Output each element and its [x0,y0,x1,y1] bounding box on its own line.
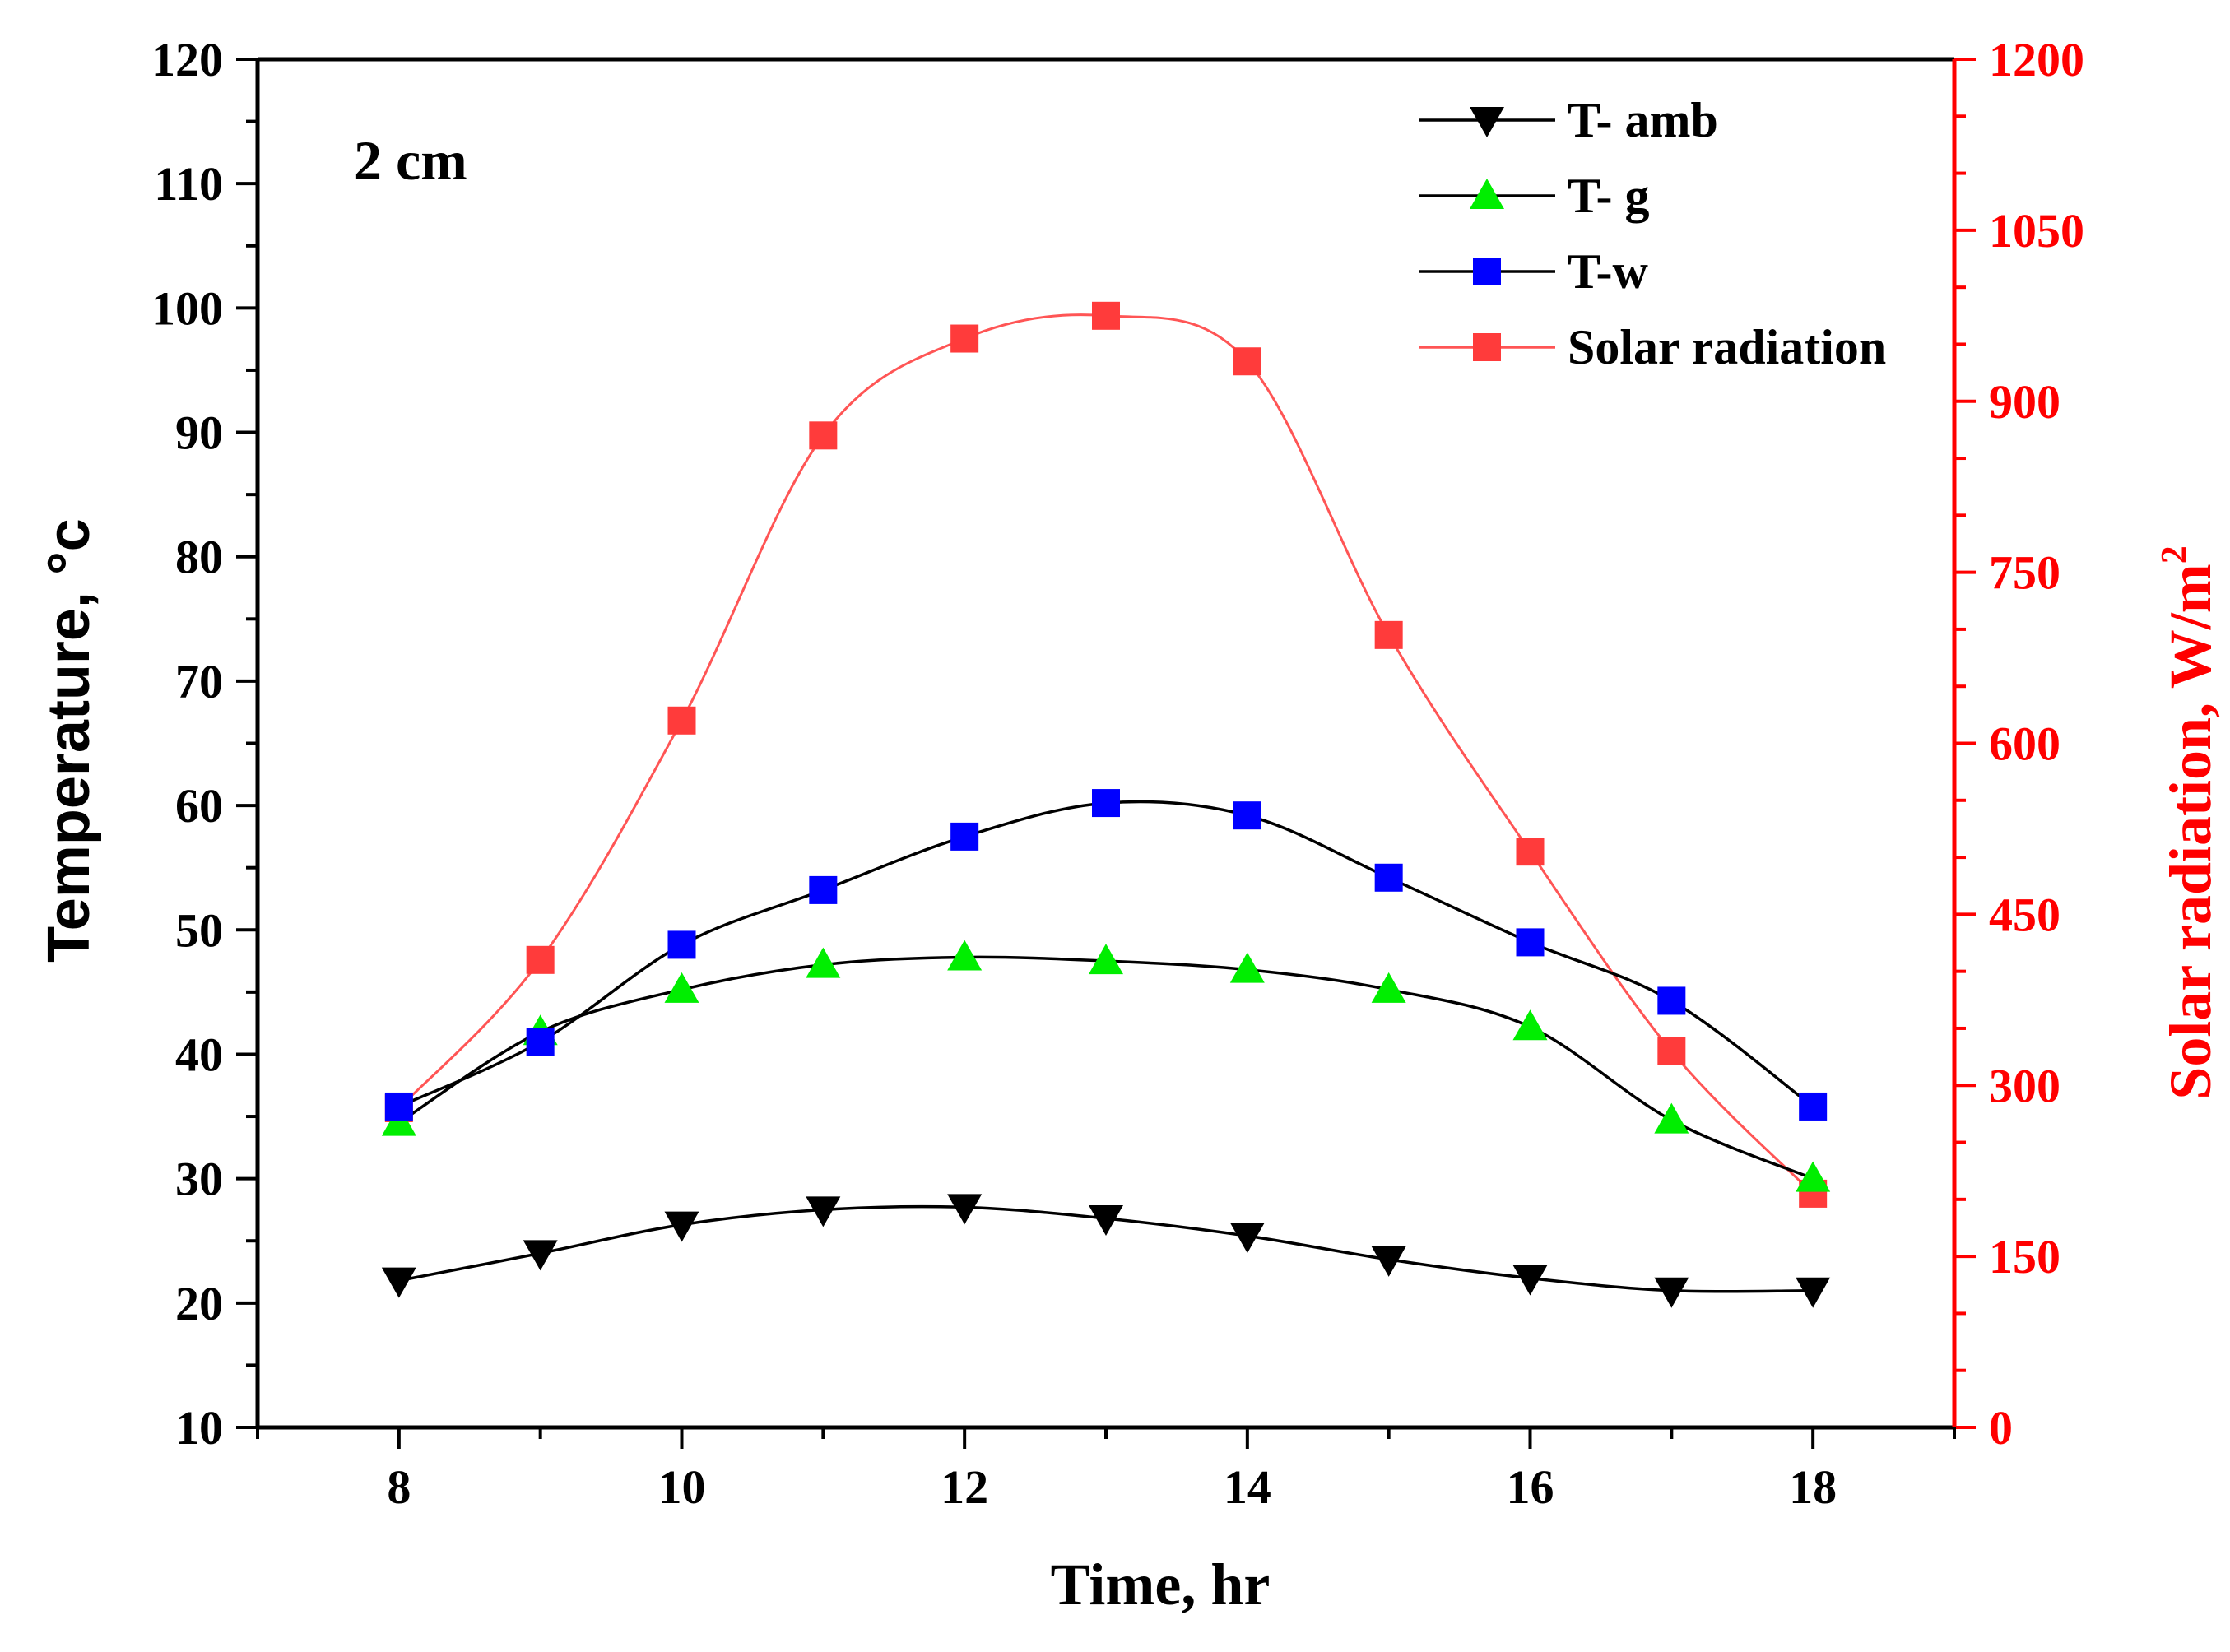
data-point-t-g [1512,1009,1548,1041]
data-point-t-w [526,1028,555,1056]
series-t-amb [381,1194,1831,1308]
legend-item-t-amb: T- amb [1419,93,1718,147]
left-tick-label: 90 [175,406,223,460]
y-axis-title-left: Temperature, °c [36,518,102,963]
data-point-solar-radiation [1374,620,1403,649]
data-point-t-w [1374,863,1403,892]
data-point-t-w [1657,986,1686,1015]
data-point-t-w [1233,801,1261,830]
data-point-t-amb [1796,1277,1831,1308]
right-tick-label: 150 [1989,1230,2060,1283]
data-point-t-g [1089,944,1123,975]
data-point-t-w [809,875,838,904]
legend-item-t-w: T-w [1419,244,1648,299]
series-line-solar-radiation [397,313,1814,1195]
data-point-t-w [1799,1092,1828,1121]
data-point-t-w [1092,789,1120,818]
x-tick-label: 12 [941,1460,988,1514]
left-tick-label: 80 [175,531,223,584]
right-tick-label: 600 [1989,717,2060,771]
right-tick-label: 900 [1989,375,2060,429]
data-point-solar-radiation [667,706,696,735]
data-point-t-w [667,930,696,959]
x-tick-label: 14 [1224,1460,1271,1514]
right-tick-label: 0 [1989,1401,2013,1455]
legend-label-t-w: T-w [1568,244,1648,299]
right-axis: 0 150 300 450 600 750 900 1050 1200 [1954,33,2084,1455]
data-point-t-g [1654,1102,1689,1134]
left-tick-label: 60 [175,779,223,833]
left-tick-label: 10 [175,1401,223,1455]
data-point-t-amb [1229,1223,1265,1254]
data-point-t-amb [381,1267,416,1298]
legend-label-solar-radiation: Solar radiation [1568,320,1886,374]
legend-marker-t-amb [1470,107,1504,137]
x-tick-label: 8 [387,1460,411,1514]
data-point-t-g [1371,972,1406,1003]
left-tick-label: 70 [175,655,223,708]
x-tick-label: 18 [1789,1460,1837,1514]
left-tick-label: 40 [175,1028,223,1081]
legend-label-t-g: T- g [1568,169,1650,223]
data-point-t-g [1796,1161,1831,1192]
legend-item-t-g: T- g [1419,169,1650,223]
left-tick-label: 110 [154,157,223,211]
legend-marker-t-w [1473,258,1501,285]
y-axis-title-right: Solar radiation, W/m2 [2153,545,2223,1099]
x-tick-label: 16 [1507,1460,1554,1514]
left-tick-label: 100 [151,281,223,335]
data-point-t-w [950,822,979,851]
legend-label-t-amb: T- amb [1568,93,1718,147]
data-point-t-g [806,947,841,978]
left-tick-label: 120 [151,33,223,86]
data-point-t-w [384,1092,413,1121]
left-tick-label: 30 [175,1153,223,1206]
data-point-t-g [947,940,983,971]
legend-item-solar-radiation: Solar radiation [1419,320,1886,374]
left-tick-label: 50 [175,903,223,957]
x-tick-label: 10 [658,1460,706,1514]
right-tick-label: 1050 [1989,204,2084,258]
legend-marker-solar-radiation [1473,333,1501,361]
bottom-axis: 8 10 12 14 16 18 [256,1427,1956,1514]
data-point-solar-radiation [1657,1037,1686,1065]
right-tick-label: 300 [1989,1059,2060,1112]
data-point-t-amb [1089,1205,1123,1237]
data-point-t-amb [1654,1277,1689,1308]
series-layer [381,301,1831,1308]
data-point-solar-radiation [526,945,555,974]
right-tick-label: 450 [1989,888,2060,941]
series-t-w [384,789,1828,1121]
y-axis-title-right-sup: 2 [2153,545,2194,564]
left-tick-label: 20 [175,1277,223,1330]
x-axis-title: Time, hr [1051,1552,1271,1617]
series-t-g [381,940,1831,1192]
data-point-t-w [1516,928,1545,957]
legend-marker-t-g [1470,179,1504,209]
data-point-t-amb [947,1194,983,1225]
data-point-solar-radiation [1092,301,1120,330]
data-point-t-g [664,972,699,1003]
data-point-t-amb [1371,1246,1406,1277]
data-point-t-g [381,1105,416,1136]
data-point-solar-radiation [1516,838,1545,866]
legend: T- amb T- g T-w Solar radiation [1419,93,1886,374]
data-point-t-amb [523,1240,558,1271]
data-point-t-amb [664,1211,699,1242]
data-point-solar-radiation [950,324,979,353]
data-point-t-amb [1512,1265,1548,1296]
data-point-solar-radiation [809,421,838,450]
series-line-t-g [397,955,1814,1181]
series-solar-radiation [384,301,1828,1208]
annotation-label: 2 cm [354,129,467,192]
right-tick-label: 1200 [1989,33,2084,86]
data-point-solar-radiation [1233,347,1261,376]
data-point-t-amb [806,1196,841,1227]
right-tick-label: 750 [1989,546,2060,600]
y-axis-title-right-main: Solar radiation, W/m [2158,564,2223,1099]
data-point-t-g [1229,952,1265,983]
left-axis: 10 20 30 40 50 60 70 80 90 100 110 120 [151,33,258,1455]
